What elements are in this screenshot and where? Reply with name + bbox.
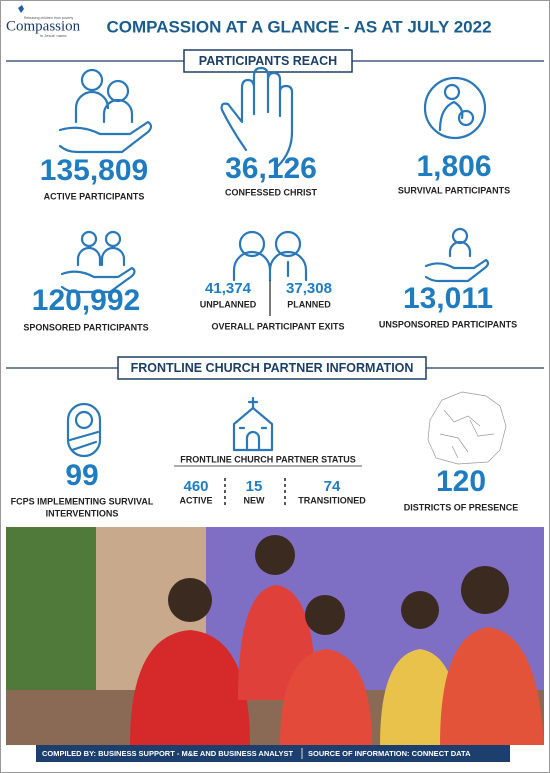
section-heading: PARTICIPANTS REACH	[199, 54, 337, 68]
icon-person-hand	[424, 227, 490, 283]
stat-value: 120	[436, 465, 486, 498]
stat-value: 1,806	[416, 150, 491, 183]
footer-source: SOURCE OF INFORMATION: CONNECT DATA	[308, 749, 471, 758]
stat-label: ACTIVE PARTICIPANTS	[44, 191, 145, 201]
status-label: NEW	[244, 495, 266, 505]
exit-label: UNPLANNED	[200, 299, 257, 309]
icon-raised-hand	[220, 66, 294, 168]
logo-tagline-top: Releasing children from poverty	[24, 16, 73, 20]
icon-family-hand	[58, 68, 153, 154]
stat-label: UNSPONSORED PARTICIPANTS	[379, 319, 517, 329]
footer-compiled: COMPILED BY: BUSINESS SUPPORT - M&E AND …	[42, 749, 294, 758]
logo: Releasing children from poverty Compassi…	[6, 5, 81, 38]
stat-label: CONFESSED CHRIST	[225, 187, 318, 197]
icon-mother-baby	[423, 76, 487, 140]
stat-value: 120,992	[32, 284, 140, 317]
exit-value: 37,308	[286, 280, 332, 297]
status-value: 15	[246, 478, 263, 495]
section-heading: FRONTLINE CHURCH PARTNER INFORMATION	[131, 361, 414, 375]
status-value: 460	[183, 478, 208, 495]
icon-two-adults	[232, 230, 308, 282]
stat-label: SURVIVAL PARTICIPANTS	[398, 185, 510, 195]
map-uganda	[427, 391, 507, 465]
photo	[6, 527, 544, 745]
logo-name: Compassion	[6, 18, 81, 34]
logo-mark	[18, 5, 24, 13]
status-title: FRONTLINE CHURCH PARTNER STATUS	[180, 454, 356, 464]
stat-label: INTERVENTIONS	[46, 508, 119, 518]
icon-church	[232, 396, 274, 452]
stat-value: 99	[65, 459, 98, 492]
logo-tagline-bottom: in Jesus' name	[40, 33, 67, 38]
page-title: COMPASSION AT A GLANCE - AS AT JULY 2022	[106, 17, 491, 36]
stat-label: DISTRICTS OF PRESENCE	[404, 502, 519, 512]
stat-value: 13,011	[403, 282, 493, 315]
icon-swaddled-baby	[66, 402, 102, 458]
exit-value: 41,374	[205, 280, 252, 297]
exit-label: PLANNED	[287, 299, 331, 309]
status-label: TRANSITIONED	[298, 495, 366, 505]
status-value: 74	[324, 478, 341, 495]
footer-bar	[36, 745, 510, 762]
status-label: ACTIVE	[179, 495, 212, 505]
stat-label: FCPS IMPLEMENTING SURVIVAL	[11, 496, 154, 506]
stat-value: 36,126	[225, 152, 317, 185]
stat-value: 135,809	[40, 154, 148, 187]
stat-label: SPONSORED PARTICIPANTS	[23, 322, 148, 332]
icon-couple-hand	[60, 230, 136, 294]
exit-total-label: OVERALL PARTICIPANT EXITS	[211, 321, 344, 331]
section-box	[117, 356, 427, 380]
